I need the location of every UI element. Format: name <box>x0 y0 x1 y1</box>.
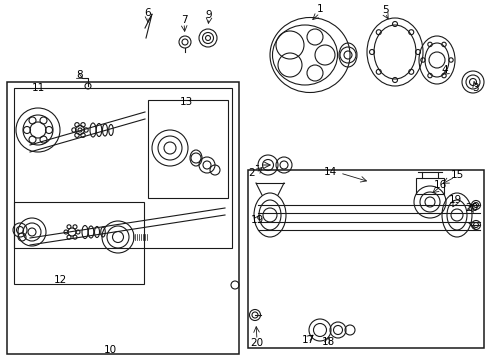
Text: 17: 17 <box>301 335 315 345</box>
Text: 18: 18 <box>321 337 335 347</box>
Text: 4: 4 <box>441 65 448 75</box>
Text: 16: 16 <box>433 180 446 190</box>
Bar <box>14 202 144 284</box>
Bar <box>248 170 484 348</box>
Text: 2: 2 <box>249 168 255 178</box>
Bar <box>148 100 228 198</box>
Text: 14: 14 <box>323 167 337 177</box>
Text: 20: 20 <box>250 338 264 348</box>
Text: 13: 13 <box>179 97 193 107</box>
Text: 1: 1 <box>317 4 323 14</box>
Text: 15: 15 <box>450 170 464 180</box>
Text: 19: 19 <box>448 195 462 205</box>
Text: 6: 6 <box>145 8 151 18</box>
Text: 5: 5 <box>382 5 388 15</box>
Text: 20: 20 <box>466 203 479 213</box>
Text: 11: 11 <box>31 83 45 93</box>
Text: 7: 7 <box>181 15 187 25</box>
Bar <box>7 82 239 354</box>
Bar <box>14 88 232 248</box>
Text: 3: 3 <box>472 83 478 93</box>
Text: 12: 12 <box>53 275 67 285</box>
Text: 10: 10 <box>103 345 117 355</box>
Text: 9: 9 <box>206 10 212 20</box>
Bar <box>416 178 444 194</box>
Text: 19: 19 <box>250 215 264 225</box>
Text: 8: 8 <box>77 70 83 80</box>
